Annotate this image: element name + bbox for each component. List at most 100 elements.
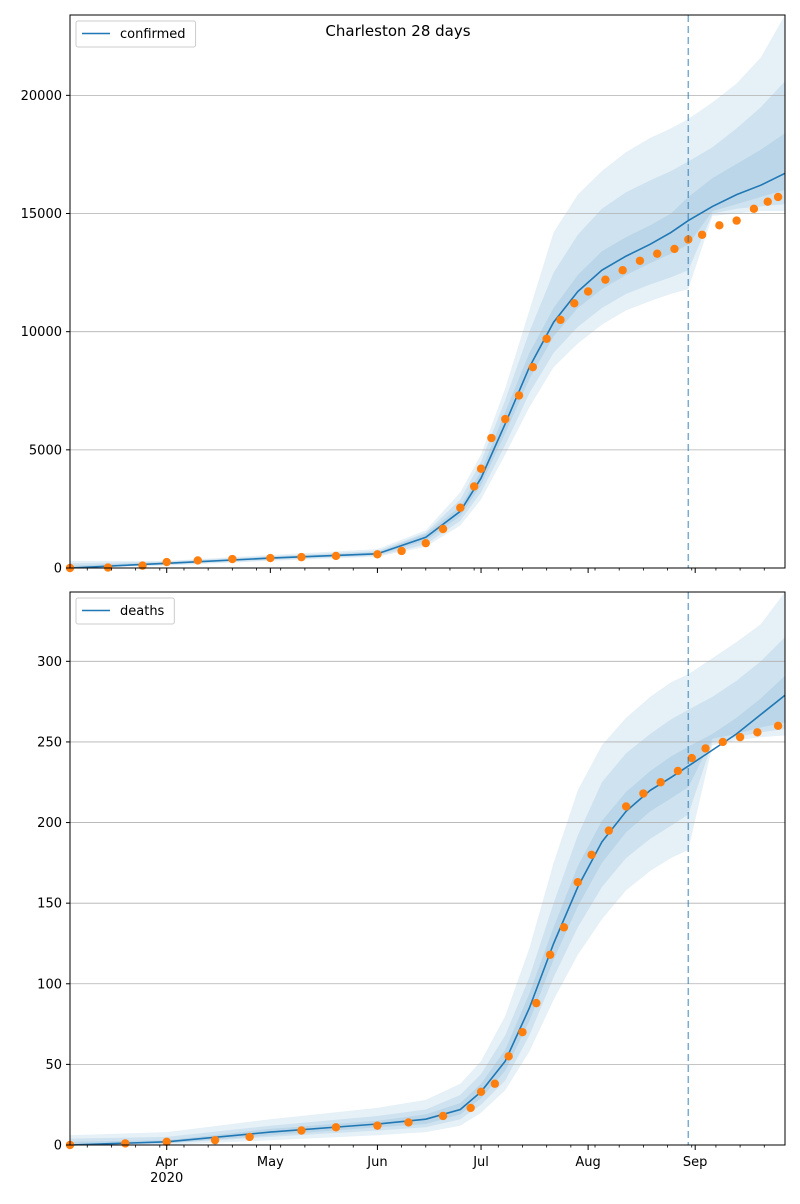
deaths-observed-point — [373, 1121, 382, 1130]
confirmed-y-axis: 0 5000 10000 15000 20000 — [21, 89, 70, 577]
deaths-observed-point — [518, 1027, 527, 1037]
deaths-observed-point — [753, 728, 762, 737]
x-tick-label: Sep — [683, 1155, 708, 1170]
deaths-observed-point — [466, 1103, 475, 1113]
deaths-observed-point — [490, 1079, 500, 1088]
deaths-observed-point — [687, 753, 696, 763]
confirmed-observed-point — [732, 216, 741, 225]
confirmed-legend: confirmed — [75, 20, 197, 48]
deaths-observed-point — [587, 850, 596, 859]
confirmed-legend-box — [75, 20, 197, 48]
deaths-y-tick-label: 100 — [37, 977, 62, 992]
confirmed-observed-point — [438, 524, 448, 534]
confirmed-observed-point — [618, 266, 627, 275]
deaths-observed-point — [438, 1111, 448, 1121]
confirmed-observed-point — [487, 433, 496, 443]
confirmed-observed-point — [601, 275, 610, 284]
confirmed-y-tick-label: 5000 — [29, 443, 62, 458]
confirmed-observed-point — [421, 538, 430, 548]
deaths-uncertainty-bands — [70, 592, 785, 1145]
confirmed-observed-points — [65, 192, 783, 573]
confirmed-observed-point — [331, 551, 341, 561]
confirmed-y-tick-label: 0 — [54, 562, 62, 577]
deaths-observed-points — [65, 721, 783, 1150]
confirmed-y-tick-label: 20000 — [21, 89, 62, 104]
deaths-observed-point — [297, 1126, 306, 1135]
confirmed-observed-point — [556, 315, 565, 325]
confirmed-observed-point — [469, 482, 479, 491]
x-tick-label: Jul — [472, 1155, 489, 1170]
deaths-observed-point — [504, 1052, 513, 1061]
confirmed-observed-point — [697, 230, 707, 239]
deaths-observed-point — [162, 1137, 171, 1146]
confirmed-observed-point — [583, 287, 593, 296]
deaths-model-line — [69, 694, 786, 1146]
deaths-observed-point — [639, 789, 648, 798]
deaths-observed-point — [331, 1123, 341, 1132]
confirmed-observed-point — [138, 561, 147, 570]
x-tick-label: May — [257, 1155, 284, 1170]
deaths-observed-point — [701, 744, 710, 753]
deaths-observed-point — [621, 802, 631, 811]
confirmed-observed-point — [635, 256, 645, 265]
confirmed-observed-point — [570, 299, 579, 308]
confirmed-observed-point — [476, 464, 486, 473]
deaths-observed-point — [210, 1135, 220, 1145]
deaths-band-0 — [70, 592, 785, 1145]
figure-title: Charleston 28 days — [325, 22, 470, 40]
deaths-legend-label: deaths — [120, 604, 165, 619]
confirmed-observed-point — [749, 204, 759, 213]
confirmed-legend-label: confirmed — [120, 27, 186, 42]
confirmed-observed-point — [193, 556, 203, 565]
deaths-observed-point — [604, 826, 614, 835]
deaths-observed-point — [673, 766, 683, 776]
deaths-legend: deaths — [75, 597, 175, 625]
deaths-y-tick-label: 50 — [45, 1058, 62, 1073]
deaths-observed-point — [121, 1139, 130, 1148]
deaths-observed-point — [532, 998, 541, 1008]
confirmed-observed-point — [652, 249, 662, 258]
deaths-observed-point — [476, 1087, 486, 1096]
confirmed-observed-point — [542, 334, 551, 343]
deaths-observed-point — [573, 878, 582, 887]
confirmed-y-tick-label: 10000 — [21, 325, 62, 340]
deaths-y-axis: 0 50 100 150 200 250 300 — [37, 655, 70, 1154]
confirmed-observed-point — [763, 197, 772, 206]
deaths-observed-point — [404, 1118, 413, 1127]
x-tick-label: Apr — [155, 1155, 178, 1170]
deaths-legend-box — [75, 597, 175, 625]
confirmed-band-0 — [70, 15, 785, 568]
deaths-observed-point — [545, 950, 555, 959]
confirmed-observed-point — [514, 391, 524, 400]
confirmed-x-axis — [86, 568, 765, 573]
confirmed-observed-point — [501, 414, 510, 424]
confirmed-observed-point — [715, 221, 724, 230]
confirmed-observed-point — [397, 546, 406, 556]
confirmed-model-line — [69, 172, 786, 569]
confirmed-observed-point — [373, 550, 382, 559]
deaths-y-tick-label: 200 — [37, 816, 62, 831]
deaths-y-tick-label: 250 — [37, 735, 62, 750]
deaths-observed-point — [245, 1132, 254, 1142]
x-tick-label: Jun — [366, 1155, 387, 1170]
confirmed-axes-frame — [69, 14, 786, 569]
deaths-y-tick-label: 300 — [37, 655, 62, 670]
confirmed-observed-point — [228, 554, 237, 564]
deaths-y-tick-label: 0 — [54, 1139, 62, 1154]
confirmed-observed-point — [670, 244, 679, 254]
confirmed-y-tick-label: 15000 — [21, 207, 62, 222]
x-tick-label: Aug — [575, 1155, 600, 1170]
deaths-observed-point — [656, 778, 665, 787]
deaths-observed-point — [735, 732, 745, 742]
x-tick-year-label: 2020 — [150, 1171, 183, 1186]
confirmed-gridlines — [70, 94, 785, 451]
confirmed-observed-point — [528, 362, 538, 372]
deaths-axes-frame — [69, 591, 786, 1146]
confirmed-panel: 0 5000 10000 15000 20000 confirmed Charlesto… — [21, 14, 786, 577]
confirmed-observed-point — [456, 503, 465, 512]
confirmed-observed-point — [162, 557, 171, 567]
deaths-observed-point — [718, 737, 728, 747]
